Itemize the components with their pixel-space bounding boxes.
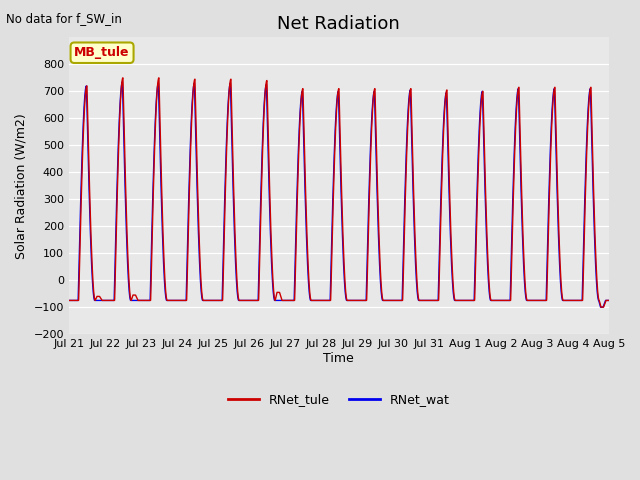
RNet_wat xyxy=(319,298,326,303)
RNet_wat xyxy=(605,298,612,303)
Y-axis label: Solar Radiation (W/m2): Solar Radiation (W/m2) xyxy=(15,113,28,259)
RNet_tule xyxy=(605,298,612,303)
RNet_tule xyxy=(604,298,612,303)
Line: RNet_tule: RNet_tule xyxy=(69,78,609,307)
RNet_tule xyxy=(491,298,499,303)
RNet_tule xyxy=(460,298,468,303)
RNet_tule xyxy=(430,298,438,303)
RNet_wat xyxy=(65,298,73,303)
Legend: RNet_tule, RNet_wat: RNet_tule, RNet_wat xyxy=(223,388,455,411)
RNet_tule xyxy=(319,298,326,303)
RNet_wat xyxy=(460,298,468,303)
Title: Net Radiation: Net Radiation xyxy=(278,15,400,33)
RNet_tule xyxy=(119,75,127,81)
RNet_tule xyxy=(597,304,605,310)
RNet_tule xyxy=(65,298,73,303)
RNet_wat xyxy=(596,304,604,310)
RNet_wat xyxy=(162,296,170,301)
RNet_wat xyxy=(604,298,612,303)
X-axis label: Time: Time xyxy=(323,352,354,365)
RNet_tule xyxy=(162,292,170,298)
Text: No data for f_SW_in: No data for f_SW_in xyxy=(6,12,122,25)
Line: RNet_wat: RNet_wat xyxy=(69,82,609,307)
RNet_wat xyxy=(491,298,499,303)
RNet_wat xyxy=(430,298,438,303)
RNet_wat xyxy=(118,79,126,85)
Text: MB_tule: MB_tule xyxy=(74,46,130,59)
